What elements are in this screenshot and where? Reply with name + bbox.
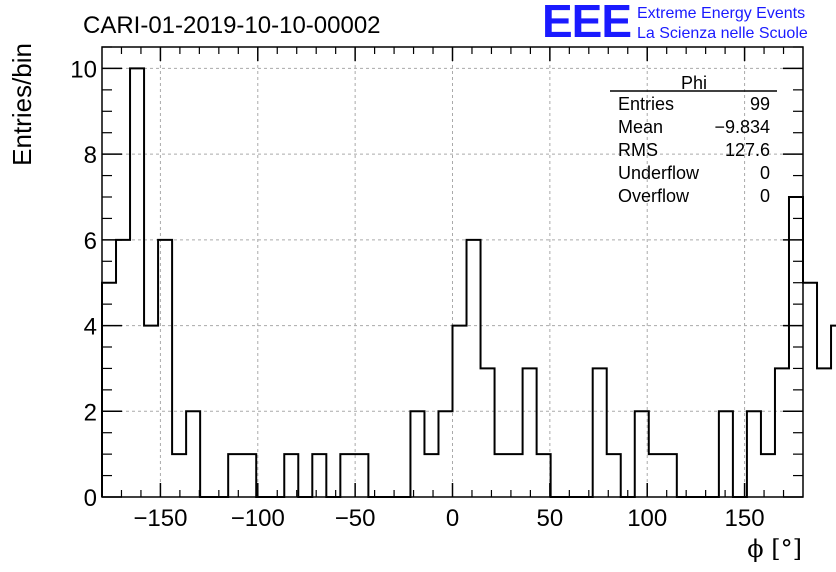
stats-box: Phi Entries 99 Mean −9.834 RMS 127.6 Underflow…: [610, 73, 777, 206]
histogram-bin: [242, 454, 256, 497]
stats-value: −9.834: [714, 117, 770, 137]
histogram-bin: [719, 411, 733, 497]
histogram-bin: [481, 368, 495, 497]
histogram-bin: [228, 454, 242, 497]
histogram-bin: [424, 454, 438, 497]
stats-label: Underflow: [618, 163, 700, 183]
histogram-bin: [663, 454, 677, 497]
x-tick-label: −100: [231, 505, 285, 532]
histogram-bin: [172, 454, 186, 497]
stats-label: RMS: [618, 140, 658, 160]
histogram-bin: [495, 454, 509, 497]
plot-frame: [101, 46, 804, 498]
y-tick-label: 2: [84, 399, 97, 426]
stats-title: Phi: [681, 73, 707, 93]
y-tick-label: 10: [70, 56, 97, 83]
stats-value: 0: [760, 163, 770, 183]
logo-text-line2: La Scienza nelle Scuole: [637, 25, 808, 42]
tick-layer: −150 −100 −50 0 50 100 150 0 2 4 6 8 10: [70, 46, 803, 532]
y-tick-label: 8: [84, 142, 97, 169]
chart-title: CARI-01-2019-10-10-00002: [83, 12, 381, 39]
x-axis-label: ϕ [°]: [747, 535, 802, 563]
x-tick-label: 50: [537, 505, 564, 532]
y-axis-label: Entries/bin: [7, 43, 37, 166]
histogram-bin: [354, 454, 368, 497]
y-tick-label: 4: [84, 314, 97, 341]
histogram-bin: [438, 411, 452, 497]
x-tick-label: 150: [725, 505, 765, 532]
histogram-bin: [523, 368, 537, 497]
histogram-bin: [649, 454, 663, 497]
stats-label: Mean: [618, 117, 663, 137]
histogram-bin: [410, 411, 424, 497]
histogram-bin: [130, 68, 144, 497]
stats-rows: Entries 99 Mean −9.834 RMS 127.6 Underflow 0 Ove…: [618, 94, 770, 206]
x-tick-label: 0: [446, 505, 459, 532]
histogram-bin: [340, 454, 354, 497]
stats-value: 127.6: [725, 140, 770, 160]
histogram-bin: [747, 411, 761, 497]
grid-layer: [102, 47, 803, 497]
stats-label: Overflow: [618, 186, 690, 206]
x-tick-label: −150: [133, 505, 187, 532]
histogram-bin: [158, 240, 172, 497]
stats-value: 99: [750, 94, 770, 114]
histogram-bin: [775, 368, 789, 497]
histogram-bin: [593, 368, 607, 497]
histogram-bin: [803, 283, 817, 497]
logo-text-line1: Extreme Energy Events: [637, 5, 806, 22]
eee-logo-mark: EEE: [542, 0, 632, 47]
x-tick-label: −50: [335, 505, 376, 532]
stats-label: Entries: [618, 94, 674, 114]
histogram-bin: [817, 368, 831, 497]
stats-value: 0: [760, 186, 770, 206]
histogram-bin: [116, 240, 130, 497]
histogram-bin: [761, 454, 775, 497]
y-tick-label: 6: [84, 228, 97, 255]
histogram-bin: [186, 411, 200, 497]
histogram-bin: [537, 454, 551, 497]
x-tick-label: 100: [627, 505, 667, 532]
histogram-bin: [312, 454, 326, 497]
histogram-bin: [467, 240, 481, 497]
y-tick-label: 0: [84, 485, 97, 512]
